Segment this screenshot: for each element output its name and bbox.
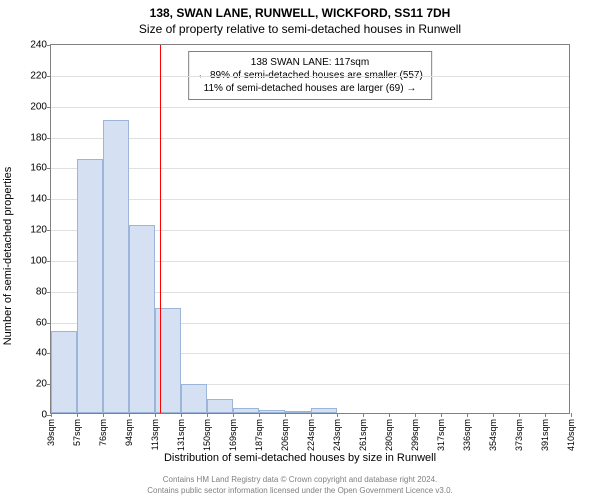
x-tick-mark: [103, 413, 104, 417]
y-tick-label: 80: [36, 286, 47, 297]
x-tick-mark: [181, 413, 182, 417]
x-tick-label: 354sqm: [488, 419, 498, 451]
histogram-bar: [51, 331, 77, 413]
x-tick-mark: [519, 413, 520, 417]
y-tick-label: 180: [30, 132, 47, 143]
x-tick-label: 76sqm: [98, 419, 108, 446]
y-tick-mark: [47, 292, 51, 293]
y-tick-mark: [47, 76, 51, 77]
histogram-bar: [207, 399, 233, 413]
x-tick-mark: [441, 413, 442, 417]
y-tick-label: 240: [30, 40, 47, 51]
gridline: [51, 107, 569, 108]
x-tick-mark: [51, 413, 52, 417]
x-tick-label: 224sqm: [306, 419, 316, 451]
x-tick-label: 391sqm: [540, 419, 550, 451]
x-tick-label: 113sqm: [150, 419, 160, 450]
x-tick-label: 131sqm: [176, 419, 186, 451]
x-axis-label: Distribution of semi-detached houses by …: [0, 452, 600, 464]
x-tick-mark: [337, 413, 338, 417]
x-tick-label: 280sqm: [384, 419, 394, 451]
x-tick-mark: [155, 413, 156, 417]
y-tick-mark: [47, 323, 51, 324]
x-tick-mark: [571, 413, 572, 417]
y-tick-label: 120: [30, 225, 47, 236]
attribution-line2: Contains public sector information licen…: [0, 486, 600, 496]
x-tick-label: 317sqm: [436, 419, 446, 451]
annotation-line1: 138 SWAN LANE: 117sqm: [197, 56, 423, 69]
y-tick-mark: [47, 107, 51, 108]
y-tick-label: 20: [36, 379, 47, 390]
x-tick-label: 299sqm: [410, 419, 420, 451]
x-tick-mark: [129, 413, 130, 417]
y-tick-label: 140: [30, 194, 47, 205]
x-tick-label: 373sqm: [514, 419, 524, 451]
x-tick-mark: [493, 413, 494, 417]
annotation-line3: 11% of semi-detached houses are larger (…: [197, 82, 423, 95]
y-axis-label: Number of semi-detached properties: [2, 167, 14, 346]
x-tick-mark: [233, 413, 234, 417]
x-tick-mark: [363, 413, 364, 417]
x-tick-label: 206sqm: [280, 419, 290, 451]
x-tick-label: 243sqm: [332, 419, 342, 451]
y-tick-label: 40: [36, 348, 47, 359]
x-tick-label: 150sqm: [202, 419, 212, 451]
x-tick-mark: [545, 413, 546, 417]
y-tick-label: 160: [30, 163, 47, 174]
chart-plot-area: 138 SWAN LANE: 117sqm ← 89% of semi-deta…: [50, 44, 570, 414]
histogram-bar: [311, 408, 337, 413]
chart-subtitle: Size of property relative to semi-detach…: [0, 20, 600, 36]
x-tick-label: 336sqm: [462, 419, 472, 451]
x-tick-mark: [285, 413, 286, 417]
x-tick-mark: [207, 413, 208, 417]
histogram-bar: [129, 225, 155, 413]
x-tick-label: 39sqm: [46, 419, 56, 446]
x-tick-label: 187sqm: [254, 419, 264, 451]
y-tick-label: 60: [36, 317, 47, 328]
histogram-bar: [77, 159, 103, 413]
reference-line: [160, 45, 161, 413]
y-tick-label: 200: [30, 101, 47, 112]
attribution-line1: Contains HM Land Registry data © Crown c…: [0, 475, 600, 485]
histogram-bar: [155, 308, 181, 413]
y-tick-label: 220: [30, 70, 47, 81]
y-tick-mark: [47, 199, 51, 200]
y-tick-mark: [47, 45, 51, 46]
histogram-bar: [285, 411, 311, 413]
x-tick-mark: [467, 413, 468, 417]
x-tick-label: 169sqm: [228, 419, 238, 451]
x-tick-mark: [415, 413, 416, 417]
y-tick-mark: [47, 138, 51, 139]
x-tick-mark: [259, 413, 260, 417]
x-tick-label: 94sqm: [124, 419, 134, 446]
x-tick-label: 57sqm: [72, 419, 82, 446]
x-tick-mark: [311, 413, 312, 417]
gridline: [51, 76, 569, 77]
y-tick-mark: [47, 168, 51, 169]
x-tick-label: 410sqm: [566, 419, 576, 451]
chart-title: 138, SWAN LANE, RUNWELL, WICKFORD, SS11 …: [0, 0, 600, 20]
x-tick-mark: [77, 413, 78, 417]
histogram-bar: [233, 408, 259, 413]
histogram-bar: [259, 410, 285, 413]
y-tick-label: 100: [30, 255, 47, 266]
attribution-text: Contains HM Land Registry data © Crown c…: [0, 475, 600, 496]
histogram-bar: [103, 120, 129, 413]
histogram-bar: [181, 384, 207, 413]
x-tick-label: 261sqm: [358, 419, 368, 451]
y-tick-mark: [47, 261, 51, 262]
x-tick-mark: [389, 413, 390, 417]
y-tick-mark: [47, 230, 51, 231]
